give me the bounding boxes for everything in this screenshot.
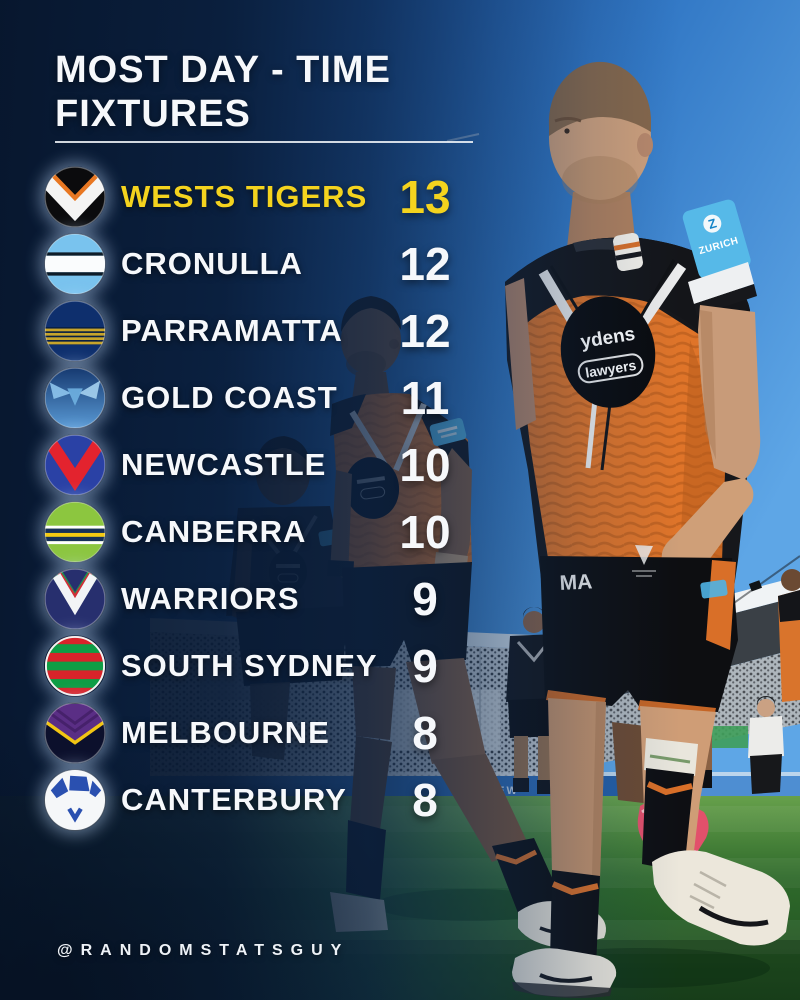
fixture-count: 12 — [399, 304, 451, 357]
team-name: PARRAMATTA — [121, 312, 343, 348]
team-row-gold-coast: GOLD COAST 11 — [44, 364, 476, 431]
melbourne-logo — [44, 701, 106, 764]
team-name: CANTERBURY — [121, 781, 347, 817]
team-name: CANBERRA — [121, 513, 307, 549]
title-line1: MOST DAY - TIME — [55, 49, 391, 91]
cronulla-logo — [44, 232, 106, 295]
fixture-count: 8 — [412, 773, 438, 826]
fixture-count: 10 — [399, 438, 451, 491]
fixture-count: 11 — [400, 371, 450, 424]
team-row-canterbury: CANTERBURY 8 — [44, 766, 476, 833]
team-name: GOLD COAST — [121, 379, 338, 415]
team-row-cronulla: CRONULLA 12 — [44, 230, 476, 297]
team-name: NEWCASTLE — [121, 446, 327, 482]
team-list: WESTS TIGERS 13 CRONULLA 12 PARRAMATTA 1… — [44, 163, 476, 833]
team-name: SOUTH SYDNEY — [121, 647, 378, 683]
team-row-parramatta: PARRAMATTA 12 — [44, 297, 476, 364]
canterbury-logo — [44, 768, 106, 831]
fixture-count: 12 — [399, 237, 451, 290]
newcastle-logo — [44, 433, 106, 496]
team-row-wests-tigers: WESTS TIGERS 13 — [44, 163, 476, 230]
team-name: CRONULLA — [121, 245, 303, 281]
team-row-melbourne: MELBOURNE 8 — [44, 699, 476, 766]
parramatta-logo — [44, 299, 106, 362]
team-row-warriors: WARRIORS 9 — [44, 565, 476, 632]
fixture-count: 9 — [412, 572, 438, 625]
wests-tigers-logo — [44, 165, 106, 228]
fixture-count: 9 — [412, 639, 438, 692]
warriors-logo — [44, 567, 106, 630]
title-line2: FIXTURES — [55, 93, 251, 136]
title-divider — [55, 141, 473, 143]
watermark-handle: @RANDOMSTATSGUY — [57, 942, 350, 959]
page-title: MOST DAY - TIME FIXTURES — [55, 48, 391, 136]
fixture-count: 13 — [399, 170, 451, 223]
team-row-canberra: CANBERRA 10 — [44, 498, 476, 565]
fixture-count: 10 — [399, 505, 451, 558]
team-name: WARRIORS — [121, 580, 300, 616]
team-row-newcastle: NEWCASTLE 10 — [44, 431, 476, 498]
south-sydney-logo — [44, 635, 106, 697]
canberra-logo — [44, 500, 106, 563]
gold-coast-logo — [44, 366, 106, 429]
team-name: MELBOURNE — [121, 714, 330, 750]
team-name: WESTS TIGERS — [121, 178, 368, 214]
team-row-south-sydney: SOUTH SYDNEY 9 — [44, 632, 476, 699]
fixture-count: 8 — [412, 706, 438, 759]
